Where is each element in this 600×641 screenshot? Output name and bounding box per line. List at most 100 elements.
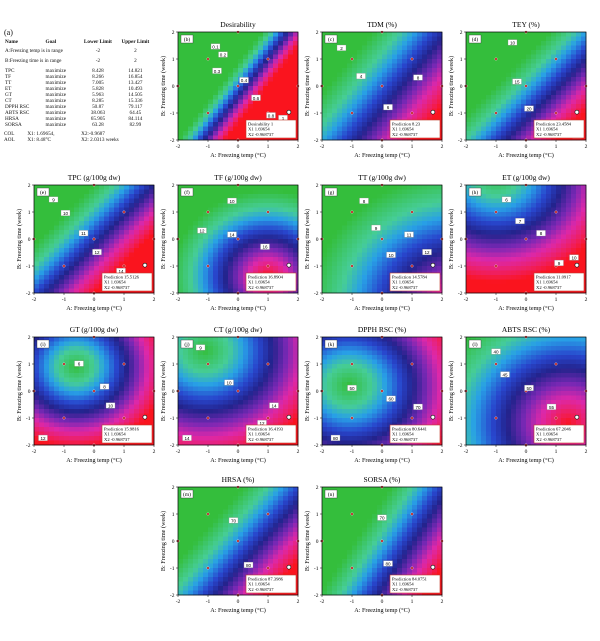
contour-label: 9 (558, 261, 561, 266)
heatmap-cell (74, 234, 80, 240)
heatmap-cell (288, 99, 294, 105)
heatmap-cell (427, 99, 433, 105)
heatmap-cell (233, 194, 239, 199)
heatmap-cell (74, 248, 80, 253)
heatmap-cell (526, 207, 532, 213)
heatmap-cell (496, 185, 502, 190)
heatmap-cell (39, 288, 45, 294)
heatmap-cell (561, 68, 567, 73)
heatmap-cell (54, 346, 60, 351)
heatmap-cell (89, 194, 95, 199)
heatmap-cell (521, 279, 527, 285)
heatmap-cell (476, 239, 482, 244)
heatmap-cell (238, 36, 244, 42)
heatmap-cell (283, 77, 289, 82)
heatmap-cell (104, 368, 110, 374)
heatmap-cell (69, 221, 75, 226)
heatmap-cell (516, 230, 522, 235)
heatmap-cell (248, 36, 254, 42)
heatmap-cell (243, 252, 249, 258)
heatmap-cell (89, 368, 95, 374)
heatmap-cell (551, 50, 557, 55)
heatmap-cell (566, 243, 572, 249)
heatmap-cell (367, 90, 373, 96)
heatmap-cell (511, 135, 517, 141)
heatmap-cell (387, 239, 393, 244)
heatmap-cell (54, 355, 60, 360)
prediction-label: Prediction 11.0917 (536, 274, 571, 279)
response-upper: 14.505 (128, 91, 143, 98)
heatmap-cell (481, 212, 487, 217)
response-lower: 38.063 (90, 109, 106, 116)
heatmap-cell (134, 203, 140, 208)
heatmap-cell (218, 284, 224, 289)
heatmap-cell (471, 279, 477, 285)
heatmap-cell (387, 230, 393, 235)
heatmap-cell (352, 131, 358, 136)
heatmap-cell (387, 77, 393, 82)
heatmap-cell (34, 266, 40, 271)
heatmap-cell (342, 86, 348, 91)
heatmap-cell (332, 117, 338, 123)
heatmap-cell (283, 239, 289, 244)
heatmap-cell (397, 32, 403, 37)
heatmap-cell (576, 99, 582, 105)
heatmap-cell (283, 90, 289, 96)
heatmap-cell (218, 99, 224, 105)
heatmap-cell (387, 234, 393, 240)
heatmap-cell (79, 400, 85, 405)
heatmap-cell (466, 225, 472, 231)
heatmap-cell (466, 54, 472, 60)
heatmap-cell (432, 221, 438, 226)
heatmap-cell (203, 266, 209, 271)
heatmap-cell (566, 59, 572, 64)
heatmap-cell (34, 346, 40, 351)
heatmap-cell (556, 225, 562, 231)
heatmap-cell (104, 346, 110, 351)
heatmap-cell (293, 45, 299, 51)
heatmap-cell (293, 50, 299, 55)
heatmap-cell (377, 261, 383, 267)
heatmap-cell (129, 413, 135, 419)
heatmap-cell (427, 216, 433, 222)
heatmap-cell (546, 54, 552, 60)
heatmap-cell (362, 243, 368, 249)
heatmap-cell (213, 270, 219, 276)
heatmap-cell (208, 36, 214, 42)
heatmap-cell (536, 59, 542, 64)
heatmap-cell (362, 185, 368, 190)
heatmap-cell (531, 194, 537, 199)
heatmap-cell (218, 63, 224, 69)
heatmap-cell (432, 234, 438, 240)
heatmap-cell (387, 203, 393, 208)
heatmap-cell (94, 337, 100, 342)
response-name: ET (5, 86, 12, 92)
heatmap-cell (213, 99, 219, 105)
heatmap-cell (84, 234, 90, 240)
heatmap-cell (511, 131, 517, 136)
design-point (206, 264, 210, 268)
heatmap-cell (59, 230, 65, 235)
heatmap-cell (64, 395, 70, 401)
heatmap-cell (268, 252, 274, 258)
heatmap-cell (134, 409, 140, 414)
heatmap-cell (213, 234, 219, 240)
heatmap-cell (417, 189, 423, 195)
heatmap-cell (506, 45, 512, 51)
heatmap-cell (546, 36, 552, 42)
heatmap-cell (496, 288, 502, 294)
heatmap-cell (283, 212, 289, 217)
heatmap-cell (541, 104, 547, 109)
heatmap-cell (198, 81, 204, 87)
heatmap-cell (84, 355, 90, 360)
heatmap-cell (79, 341, 85, 347)
heatmap-cell (188, 185, 194, 190)
heatmap-cell (491, 225, 497, 231)
heatmap-cell (228, 63, 234, 69)
heatmap-cell (466, 59, 472, 64)
heatmap-cell (337, 135, 343, 141)
heatmap-cell (228, 95, 234, 100)
heatmap-cell (124, 216, 130, 222)
heatmap-cell (566, 234, 572, 240)
heatmap-cell (377, 45, 383, 51)
